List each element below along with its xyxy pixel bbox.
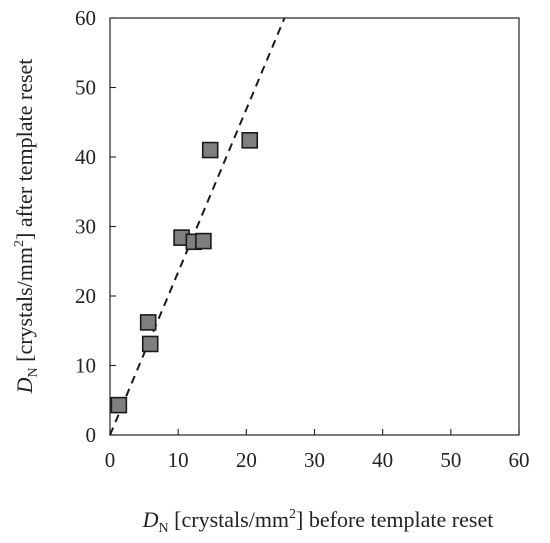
data-point bbox=[110, 396, 128, 414]
axis-ticks: 0 10 20 30 40 50 60 0 10 20 30 40 50 60 bbox=[75, 6, 530, 472]
data-points bbox=[110, 132, 259, 414]
y-axis-label: DN [crystals/mm2] after template reset bbox=[12, 59, 41, 395]
plot-area bbox=[109, 17, 520, 436]
y-tick-label: 60 bbox=[75, 6, 96, 30]
y-tick-label: 50 bbox=[75, 76, 96, 100]
x-tick-label: 60 bbox=[509, 448, 530, 472]
x-tick-label: 20 bbox=[236, 448, 257, 472]
data-point bbox=[139, 314, 157, 331]
y-tick-label: 20 bbox=[75, 284, 96, 308]
data-point bbox=[201, 141, 219, 159]
y-tick-label: 40 bbox=[75, 145, 96, 169]
data-point bbox=[195, 232, 212, 250]
trendline-group bbox=[109, 17, 286, 436]
trendline bbox=[109, 17, 286, 436]
x-tick-label: 30 bbox=[304, 448, 325, 472]
y-tick-label: 0 bbox=[86, 423, 97, 447]
y-tick-label: 10 bbox=[75, 354, 96, 378]
x-axis-label: DN [crystals/mm2] before template reset bbox=[142, 507, 494, 536]
data-point bbox=[141, 335, 159, 353]
x-tick-label: 50 bbox=[440, 448, 461, 472]
x-tick-label: 10 bbox=[168, 448, 189, 472]
data-point bbox=[241, 132, 259, 149]
x-tick-label: 40 bbox=[372, 448, 393, 472]
x-tick-label: 0 bbox=[105, 448, 116, 472]
y-tick-label: 30 bbox=[75, 215, 96, 239]
